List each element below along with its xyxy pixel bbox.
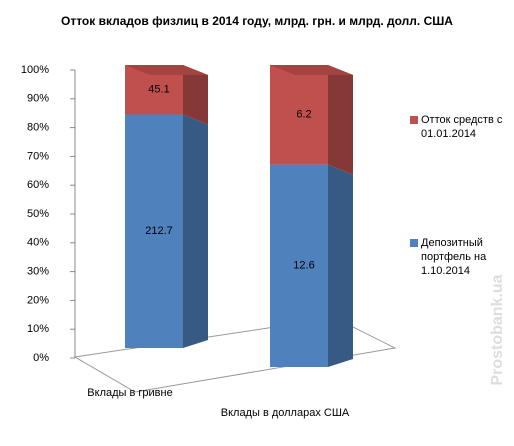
legend-swatch xyxy=(410,116,418,124)
legend-label: Отток средств с 01.01.2014 xyxy=(421,114,503,140)
bar xyxy=(270,65,328,165)
data-label: 12.6 xyxy=(293,260,314,272)
x-tick-label: Вклады в гривне xyxy=(87,387,172,399)
data-label: 212.7 xyxy=(145,225,173,237)
y-tick-label: 70% xyxy=(27,150,49,162)
bar xyxy=(270,164,328,367)
legend-label: Депозитный портфель на 1.10.2014 xyxy=(421,237,487,277)
bar xyxy=(125,114,183,348)
x-tick-label: Вклады в долларах США xyxy=(221,407,350,419)
y-tick-label: 0% xyxy=(33,352,49,364)
y-tick-label: 50% xyxy=(27,208,49,220)
y-tick-label: 10% xyxy=(27,323,49,335)
bar-side xyxy=(328,164,353,367)
chart-title: Отток вкладов физлиц в 2014 году, млрд. … xyxy=(61,14,453,28)
legend-swatch xyxy=(410,239,418,247)
watermark: Prostobank.ua xyxy=(489,274,506,385)
y-tick-label: 30% xyxy=(27,266,49,278)
y-tick-label: 80% xyxy=(27,122,49,134)
y-tick-label: 20% xyxy=(27,294,49,306)
data-label: 45.1 xyxy=(148,84,169,96)
y-tick-label: 100% xyxy=(21,64,49,76)
floor xyxy=(73,317,397,393)
data-label: 6.2 xyxy=(296,109,311,121)
y-tick-label: 40% xyxy=(27,237,49,249)
bar-side xyxy=(183,65,208,125)
y-tick-label: 60% xyxy=(27,179,49,191)
bar-side xyxy=(328,65,353,175)
bar-top xyxy=(125,65,208,75)
y-tick-label: 90% xyxy=(27,93,49,105)
bar-top xyxy=(270,65,353,75)
bar-side xyxy=(183,114,208,348)
